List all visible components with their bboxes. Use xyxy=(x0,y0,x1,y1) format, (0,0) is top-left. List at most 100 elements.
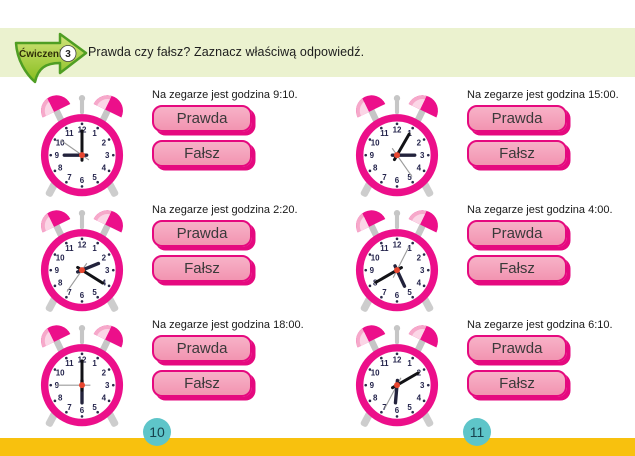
prawda-button[interactable]: Prawda xyxy=(467,105,567,132)
clock-numeral: 10 xyxy=(371,138,380,147)
badge-number: 3 xyxy=(65,49,71,60)
clock-face-marks: 123456789101112 xyxy=(49,237,115,303)
clock-numeral: 11 xyxy=(380,244,389,253)
clock-tick-dot xyxy=(111,383,115,387)
clock-numeral: 11 xyxy=(65,244,74,253)
falsz-button[interactable]: Fałsz xyxy=(152,370,252,397)
clock-tick-dot xyxy=(422,399,426,403)
instruction-text: Prawda czy fałsz? Zaznacz właściwą odpow… xyxy=(88,45,365,59)
clock-numeral: 2 xyxy=(102,368,107,377)
clock-bell-right-icon xyxy=(408,325,438,353)
clock-bell-right-icon xyxy=(408,210,438,238)
clock-numeral: 2 xyxy=(417,138,422,147)
clock-bell-left-icon xyxy=(41,210,71,238)
falsz-button[interactable]: Fałsz xyxy=(467,140,567,167)
clock-numeral: 7 xyxy=(382,288,387,297)
clock-tick-dot xyxy=(368,138,372,141)
clock-numeral: 8 xyxy=(373,394,378,403)
clock-numeral: 10 xyxy=(56,368,65,377)
clock-numeral: 1 xyxy=(407,244,412,253)
clock-numeral: 1 xyxy=(92,244,97,253)
clock-numeral: 5 xyxy=(92,173,97,182)
clock-tick-dot xyxy=(380,295,383,299)
clock-tick-dot xyxy=(96,410,99,414)
clock-numeral: 9 xyxy=(370,151,375,160)
falsz-button[interactable]: Fałsz xyxy=(152,140,252,167)
clock-tick-dot xyxy=(422,284,426,288)
clock-tick-dot xyxy=(80,185,84,188)
clock-numeral: 7 xyxy=(67,403,72,412)
clock-numeral: 8 xyxy=(373,164,378,173)
clock-numeral: 7 xyxy=(382,173,387,182)
alarm-clock: 123456789101112 xyxy=(40,210,124,312)
prawda-button[interactable]: Prawda xyxy=(152,105,252,132)
clock-numeral: 3 xyxy=(105,151,110,160)
clock-bell-left-icon xyxy=(41,325,71,353)
clock-tick-dot xyxy=(368,284,372,288)
clock-numeral: 8 xyxy=(58,394,63,403)
falsz-button[interactable]: Fałsz xyxy=(467,255,567,282)
clock-numeral: 11 xyxy=(380,129,389,138)
clock-tick-dot xyxy=(107,284,111,288)
clock-tick-dot xyxy=(107,399,111,403)
clock-numeral: 2 xyxy=(102,253,107,262)
prawda-button[interactable]: Prawda xyxy=(152,335,252,362)
clock-tick-dot xyxy=(96,126,99,130)
clock-bell-left-icon xyxy=(41,95,71,123)
clock-numeral: 6 xyxy=(80,291,85,300)
prawda-button[interactable]: Prawda xyxy=(467,335,567,362)
clock-tick-dot xyxy=(65,180,68,184)
clock-host: 123456789101112 xyxy=(26,316,138,430)
falsz-button[interactable]: Fałsz xyxy=(467,370,567,397)
clock-numeral: 6 xyxy=(395,176,400,185)
clock-numeral: 6 xyxy=(80,176,85,185)
clock-host: 123456789101112 xyxy=(26,201,138,315)
clock-bell-left-icon xyxy=(356,210,386,238)
clock-center-cap xyxy=(394,152,400,159)
clock-tick-dot xyxy=(364,268,368,272)
clock-tick-dot xyxy=(96,180,99,184)
clock-numeral: 5 xyxy=(92,403,97,412)
clock-tick-dot xyxy=(395,237,399,241)
clock-tick-dot xyxy=(53,368,57,371)
clock-center-cap xyxy=(79,382,85,389)
clock-bell-right-icon xyxy=(93,95,123,123)
clock-numeral: 6 xyxy=(80,406,85,415)
clock-tick-dot xyxy=(426,268,430,272)
clock-bell-left-icon xyxy=(356,325,386,353)
clock-bell-right-icon xyxy=(93,325,123,353)
exercise-header-band: Ćwiczenie 3 Prawda czy fałsz? Zaznacz wł… xyxy=(0,28,635,84)
clock-numeral: 10 xyxy=(371,253,380,262)
clock-tick-dot xyxy=(395,300,399,303)
clock-numeral: 5 xyxy=(407,173,412,182)
clock-numeral: 4 xyxy=(102,279,107,288)
clock-host: 123456789101112 xyxy=(341,86,453,200)
clock-hammer xyxy=(78,210,86,230)
clock-tick-dot xyxy=(107,169,111,173)
clock-numeral: 3 xyxy=(105,381,110,390)
clock-numeral: 2 xyxy=(102,138,107,147)
falsz-button[interactable]: Fałsz xyxy=(152,255,252,282)
clock-numeral: 10 xyxy=(56,253,65,262)
prawda-button[interactable]: Prawda xyxy=(467,220,567,247)
clock-tick-dot xyxy=(96,241,99,245)
clock-numeral: 7 xyxy=(67,173,72,182)
clock-tick-dot xyxy=(411,126,414,130)
clock-hammer xyxy=(393,325,401,345)
clock-numeral: 10 xyxy=(371,368,380,377)
clock-numeral: 12 xyxy=(393,126,402,135)
clock-tick-dot xyxy=(80,300,84,303)
clock-tick-dot xyxy=(395,185,399,188)
clock-tick-dot xyxy=(368,169,372,173)
prawda-button[interactable]: Prawda xyxy=(152,220,252,247)
exercise-badge-arrow-icon: Ćwiczenie 3 xyxy=(14,32,88,84)
statement-text: Na zegarze jest godzina 9:10. xyxy=(152,89,298,101)
clock-tick-dot xyxy=(49,268,53,272)
clock-tick-dot xyxy=(53,284,57,288)
clock-numeral: 4 xyxy=(102,164,107,173)
clock-numeral: 11 xyxy=(380,359,389,368)
alarm-clock: 123456789101112 xyxy=(355,95,439,197)
clock-tick-dot xyxy=(65,241,68,245)
statement-text: Na zegarze jest godzina 6:10. xyxy=(467,319,613,331)
clock-numeral: 3 xyxy=(420,266,425,275)
